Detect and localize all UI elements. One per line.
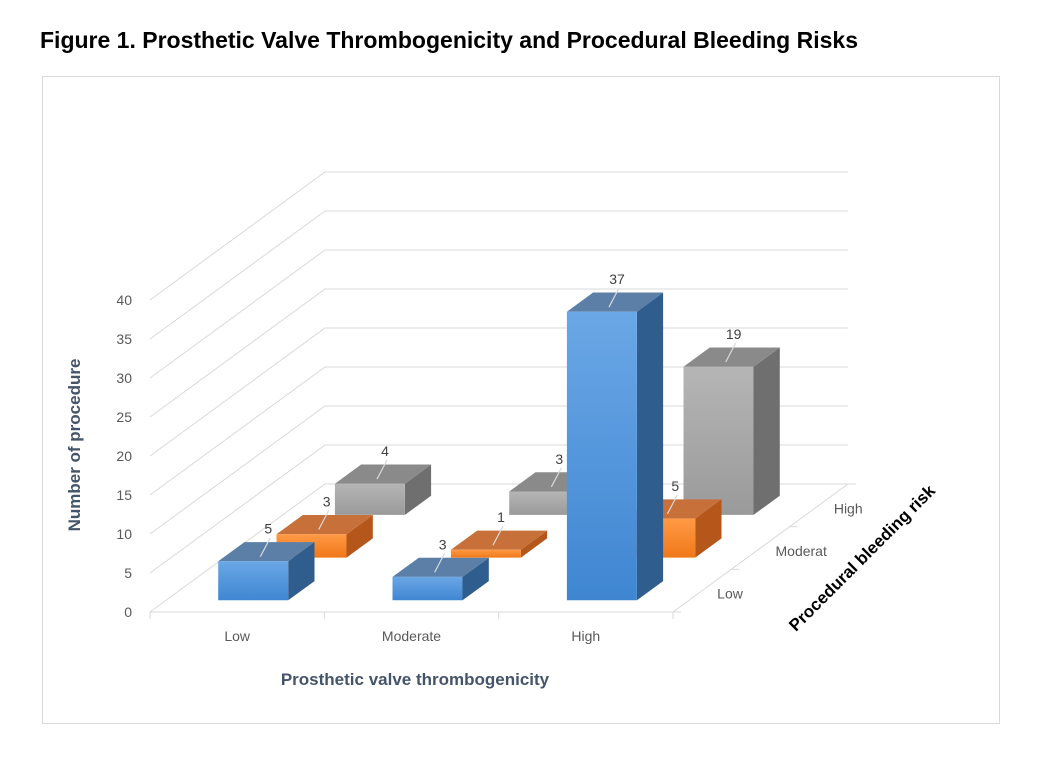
x-tick-label: High xyxy=(571,628,600,644)
y-tick-label: 10 xyxy=(116,526,132,542)
bar-3d xyxy=(566,292,664,601)
y-tick-label: 5 xyxy=(124,565,132,581)
y-tick-label: 20 xyxy=(116,448,132,464)
bar-3d xyxy=(334,464,432,515)
y-axis-title: Number of procedure xyxy=(65,359,84,532)
z-tick-label: Low xyxy=(717,586,744,602)
bar-front xyxy=(218,561,289,601)
bar-front xyxy=(566,311,637,601)
gridline xyxy=(149,171,848,301)
bar-side xyxy=(288,542,315,601)
x-tick-label: Low xyxy=(224,628,251,644)
label-leader xyxy=(318,510,330,530)
z-axis-line xyxy=(672,483,849,613)
bar-side xyxy=(520,530,548,558)
bar-side xyxy=(462,557,489,601)
gridline xyxy=(149,366,848,496)
bar-front xyxy=(334,483,405,515)
label-leader xyxy=(725,342,737,363)
bar-side xyxy=(753,347,780,515)
data-label: 3 xyxy=(439,536,447,552)
data-label: 3 xyxy=(323,494,331,510)
y-tick-label: 25 xyxy=(116,409,132,425)
bar-top xyxy=(450,530,548,550)
gridline xyxy=(149,210,848,340)
bar-front xyxy=(392,576,463,601)
bar-3d xyxy=(392,557,489,601)
data-label: 19 xyxy=(726,326,742,342)
z-tick-label: High xyxy=(834,500,863,516)
gridline xyxy=(149,327,848,457)
bar-side xyxy=(346,515,373,558)
label-leader xyxy=(608,287,620,308)
label-leader xyxy=(259,537,271,557)
bar-front xyxy=(450,549,521,558)
data-label: 1 xyxy=(497,509,505,525)
z-tick-label: Moderat xyxy=(776,543,827,559)
bar-3d xyxy=(218,542,315,601)
label-leader xyxy=(666,494,678,515)
data-label: 5 xyxy=(671,478,679,494)
bar-side xyxy=(636,292,664,601)
label-leader xyxy=(376,459,388,480)
bar-top xyxy=(566,292,664,312)
label-leader xyxy=(492,525,504,546)
y-tick-label: 30 xyxy=(116,370,132,386)
bar-side xyxy=(404,464,432,515)
gridline xyxy=(149,288,848,418)
bars xyxy=(218,292,780,601)
data-label: 3 xyxy=(555,451,563,467)
bar-top xyxy=(218,542,315,562)
bar-3d xyxy=(450,530,548,558)
gridline xyxy=(149,405,848,535)
data-label: 37 xyxy=(609,271,625,287)
bar-top xyxy=(334,464,432,484)
labels: 4 3 19 3 1 5 5 3 37 xyxy=(259,271,742,573)
y-tick-label: 15 xyxy=(116,487,132,503)
bar-3d xyxy=(683,347,780,515)
figure-title: Figure 1. Prosthetic Valve Thrombogenici… xyxy=(40,27,858,53)
gridline xyxy=(149,444,848,574)
bar-side xyxy=(695,499,722,558)
bar-top xyxy=(276,515,373,535)
x-tick-label: Moderate xyxy=(382,628,441,644)
gridlines xyxy=(149,171,848,613)
data-label: 4 xyxy=(381,443,389,459)
gridline xyxy=(149,249,848,379)
y-tick-label: 0 xyxy=(124,604,132,620)
label-leader xyxy=(550,467,562,488)
bar-top xyxy=(392,557,489,577)
y-tick-label: 35 xyxy=(116,331,132,347)
y-tick-label: 40 xyxy=(116,292,132,308)
x-axis-title: Prosthetic valve thrombogenicity xyxy=(281,670,550,689)
bar-top xyxy=(683,347,780,367)
label-leader xyxy=(434,552,446,573)
chart-frame xyxy=(42,76,1000,724)
bar-front xyxy=(509,491,580,515)
data-label: 5 xyxy=(264,521,272,537)
gridline xyxy=(149,483,848,613)
bar-front xyxy=(683,366,754,515)
